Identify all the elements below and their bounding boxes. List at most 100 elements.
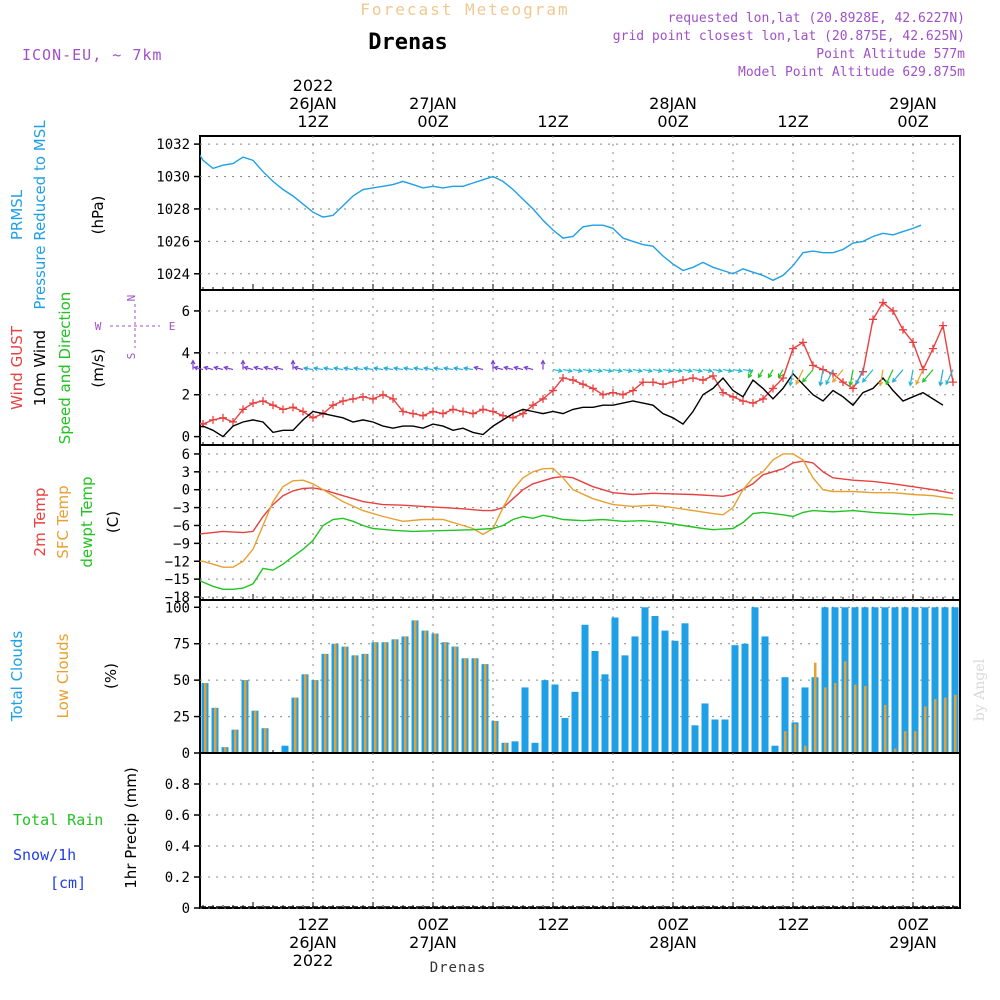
compass-e: E (169, 320, 176, 333)
gust-marker (629, 386, 637, 395)
clouds-ytick-label: 50 (173, 673, 190, 689)
total-cloud-bar (192, 664, 199, 753)
wind-arrow (562, 369, 572, 372)
wind-arrow (832, 369, 844, 383)
gust-marker (829, 369, 837, 378)
wind-arrow (304, 367, 314, 371)
gust-marker (339, 397, 347, 406)
wind-arrow (394, 367, 404, 371)
wind-arrow (504, 366, 514, 371)
low-cloud-bar (344, 646, 347, 753)
wind-arrow-head (490, 359, 496, 365)
wind-arrow (572, 369, 582, 372)
total-cloud-bar (701, 703, 709, 753)
wind-arrow (194, 366, 204, 371)
low-cloud-bar (304, 674, 307, 753)
wind-arrow (909, 369, 914, 386)
wind-arrow (314, 367, 324, 371)
grid-point-location: grid point closest lon,lat (20.875E, 42.… (613, 29, 965, 44)
wind-arrow (334, 367, 344, 371)
wind-arrow (662, 369, 672, 372)
wind-arrow (855, 369, 864, 385)
wind-arrow (702, 369, 712, 372)
low-cloud-bar (404, 636, 407, 753)
wind-arrow (224, 366, 234, 371)
pressure-ytick-label: 1024 (156, 267, 190, 283)
gust-marker (429, 407, 437, 416)
model-altitude: Model Point Altitude 629.875m (738, 65, 965, 80)
gust-marker (869, 315, 877, 324)
wind-arrow-head (617, 368, 624, 374)
gust-marker (909, 338, 917, 347)
wind-arrow-head (523, 365, 529, 371)
wind-arrow (682, 369, 692, 372)
wind-arrow (244, 366, 254, 371)
wind-arrow (849, 369, 854, 386)
gust-marker (789, 344, 797, 353)
total-cloud-bar (741, 643, 749, 753)
low-cloud-bar (804, 745, 807, 753)
wind-ytick-label: 0 (182, 430, 190, 446)
requested-location: requested lon,lat (20.8928E, 42.6227N) (668, 11, 965, 26)
total-cloud-bar (901, 607, 909, 753)
wind-arrow-head (757, 373, 763, 379)
wind-arrow-head (203, 365, 209, 371)
low-cloud-bar (834, 683, 837, 753)
wind-arrow-head (767, 373, 773, 379)
low-cloud-bar (364, 653, 367, 753)
gust-marker (669, 378, 677, 387)
low-cloud-bar (414, 620, 417, 753)
wind-arrow-head (945, 380, 950, 386)
bottom-time-label: 12Z (777, 915, 808, 934)
gust-marker (229, 417, 237, 426)
total-cloud-bar (651, 616, 659, 753)
temperature-series-sfc (200, 453, 954, 568)
bottom-time-label: 29JAN (889, 933, 937, 952)
total-cloud-bar (711, 719, 719, 753)
gust-marker (859, 367, 867, 376)
low-cloud-bar (814, 662, 817, 753)
wind-arrow (672, 369, 682, 372)
temperature-series-dewpt (200, 509, 954, 590)
temperature-ytick-label: −12 (165, 554, 190, 570)
pressure-side-label: (hPa) (89, 196, 107, 235)
gust-marker (219, 413, 227, 422)
clouds-ytick-label: 100 (165, 600, 190, 616)
pressure-ytick-label: 1026 (156, 234, 190, 250)
wind-arrow-head (777, 373, 783, 379)
clouds-side-label: Total Clouds (8, 631, 26, 723)
gust-marker (259, 397, 267, 406)
gust-marker (459, 407, 467, 416)
wind-arrow-head (567, 368, 574, 374)
total-cloud-bar (881, 607, 889, 753)
top-time-label: 12Z (297, 112, 328, 131)
gust-marker (689, 373, 697, 382)
wind-arrow-head (818, 381, 824, 387)
wind-arrow (582, 369, 592, 372)
wind-arrow (692, 369, 702, 372)
gust-marker (889, 306, 897, 315)
gust-marker (269, 401, 277, 410)
temperature-ytick-label: −6 (173, 518, 190, 534)
point-altitude: Point Altitude 577m (816, 47, 965, 62)
wind-arrow-head (861, 377, 867, 383)
precip-frame (199, 752, 961, 909)
wind-side-label: Wind GUST (8, 325, 26, 410)
low-cloud-bar (504, 742, 507, 753)
low-cloud-bar (884, 704, 887, 753)
total-cloud-bar (821, 607, 829, 753)
wind-side-label: (m/s) (89, 348, 107, 387)
low-cloud-bar (894, 748, 897, 753)
wind-arrow-head (717, 368, 724, 374)
total-cloud-bar (621, 655, 629, 753)
wind-arrow-head (801, 377, 807, 383)
pressure-series-line (200, 154, 922, 282)
gust-marker (509, 413, 517, 422)
gust-marker (529, 401, 537, 410)
low-cloud-bar (864, 685, 867, 753)
clouds-side-label: (%) (102, 663, 120, 689)
gust-marker (779, 373, 787, 382)
gust-marker (389, 394, 397, 403)
total-cloud-bar (541, 680, 549, 753)
gust-marker (499, 411, 507, 420)
